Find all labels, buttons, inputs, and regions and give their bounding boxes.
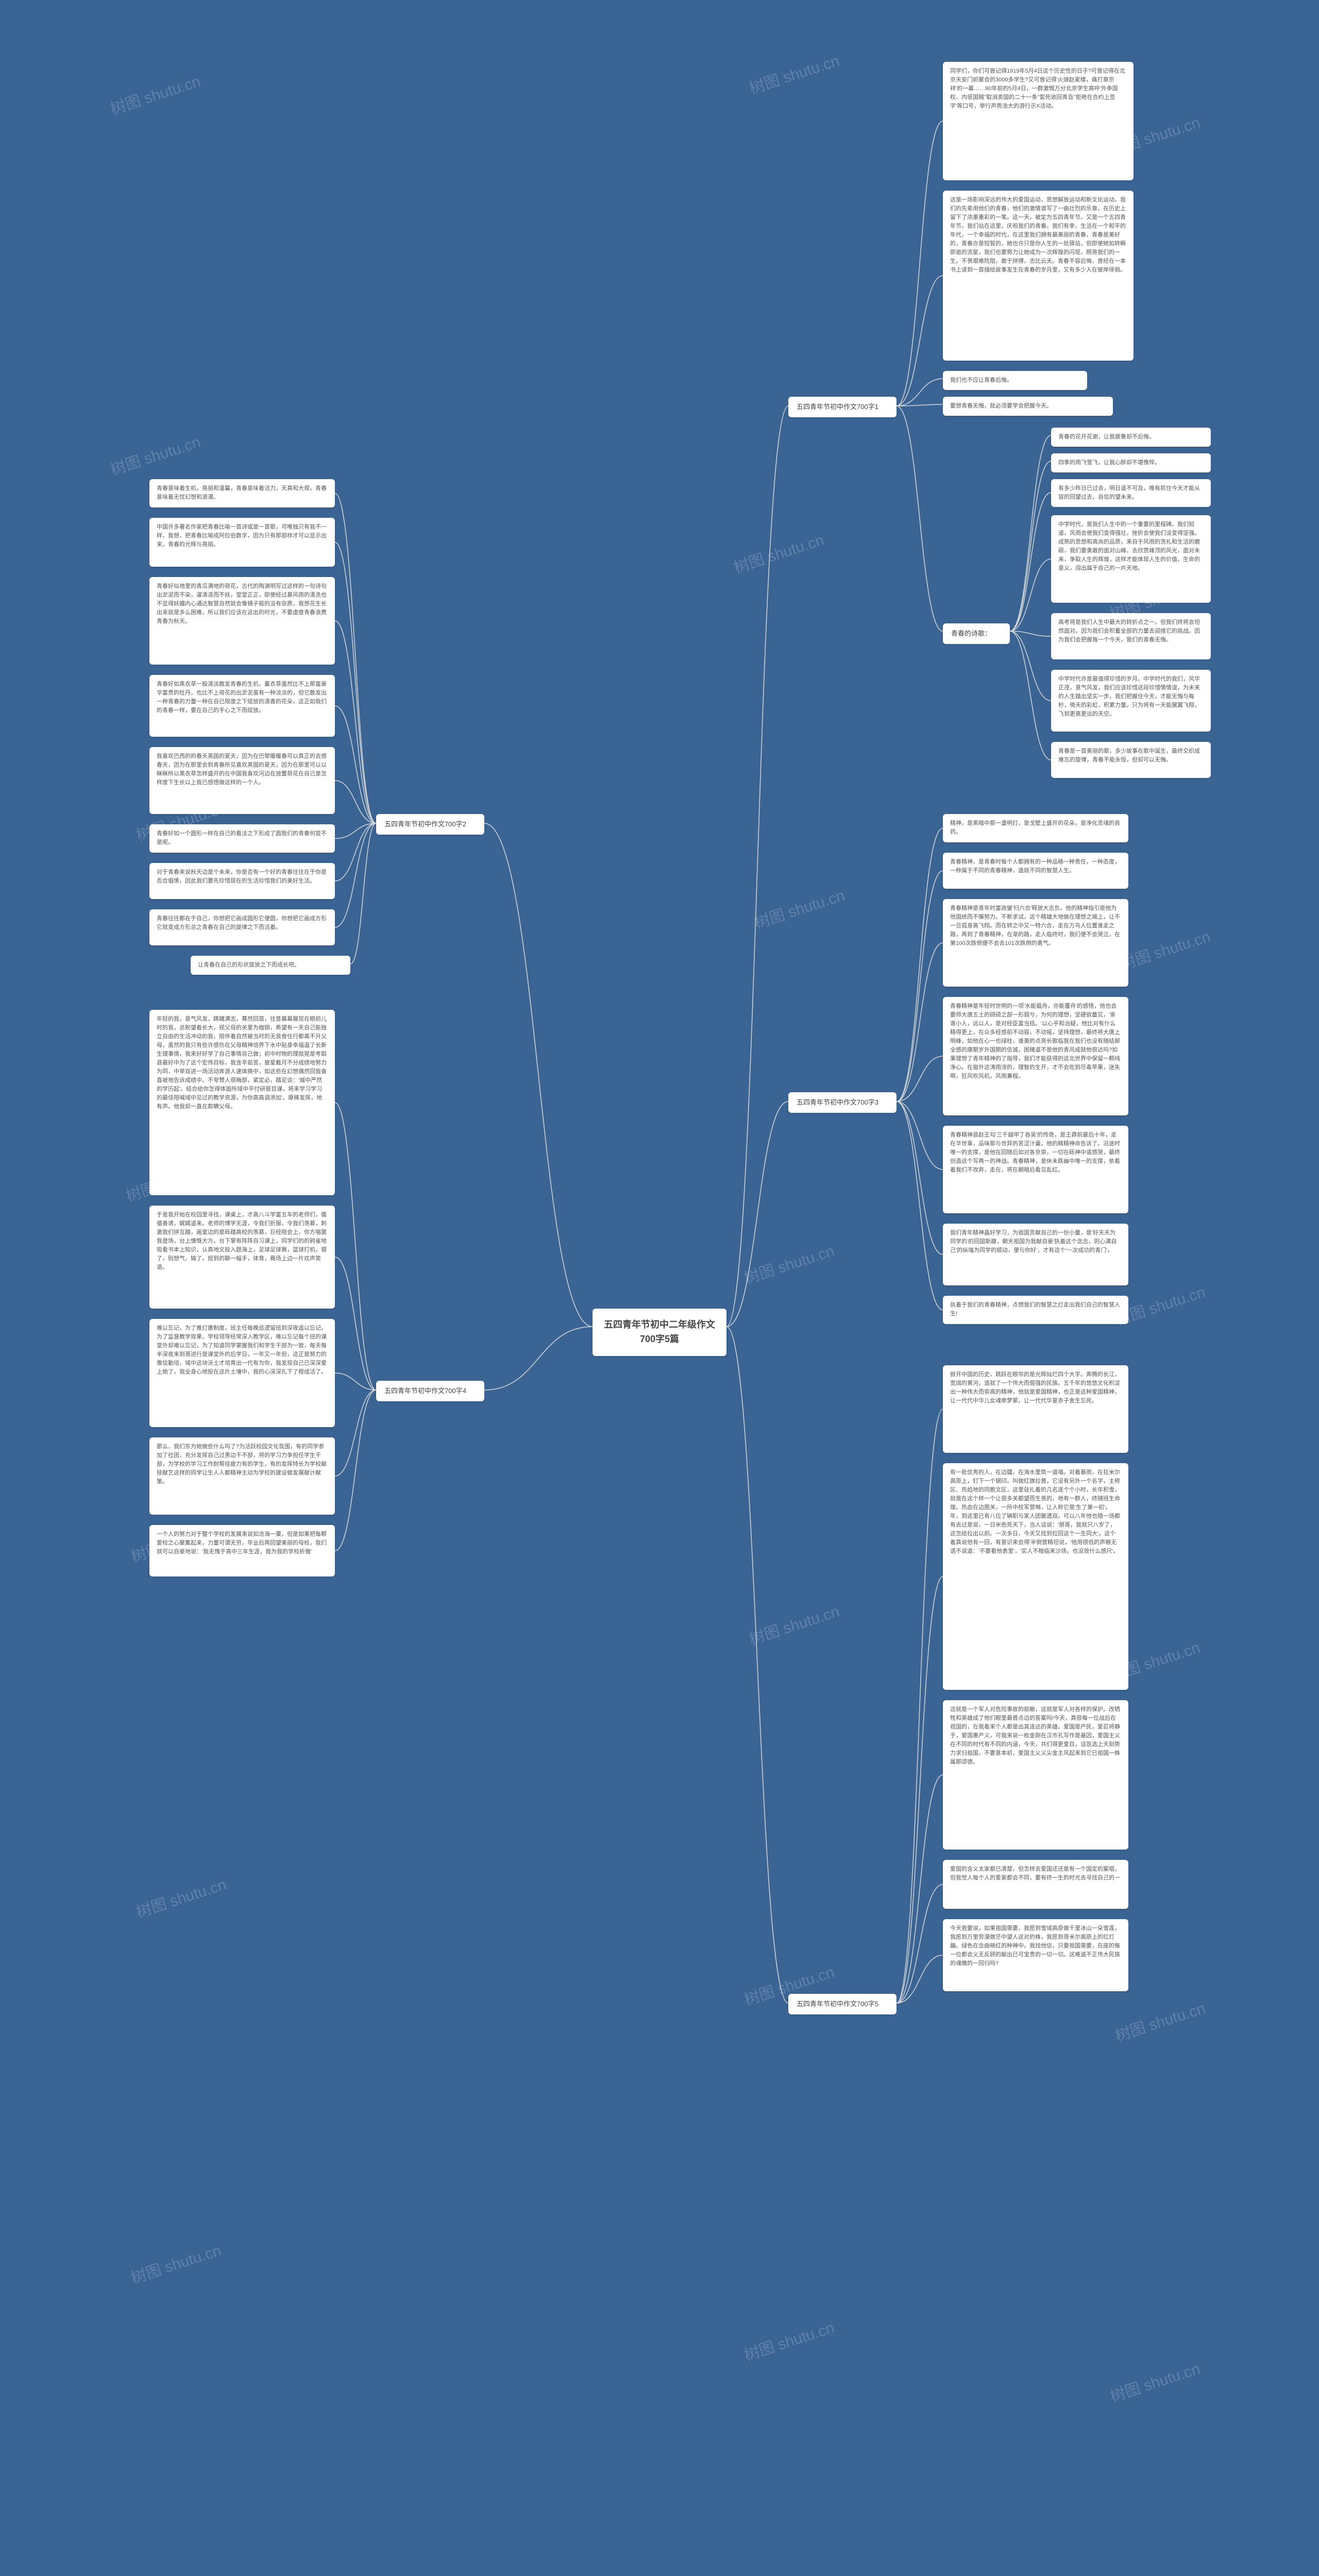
leaf-b3-2: 青春精神是青年时富政燮'扫六合'释放大志负。他的精神指引是他为他国统而不懈努力。… xyxy=(943,899,1128,987)
branch-b4: 五四青年节初中作文700字4 xyxy=(376,1381,484,1401)
leaf-b2-8: 让青春在自己的形状旋放之下而成长吧。 xyxy=(191,956,350,975)
leaf-b3-1: 青春精神，是青春时每个人都拥有的一种品格一种责任，一种态度，一种属于不同的青春精… xyxy=(943,853,1128,889)
watermark: 树图 shutu.cn xyxy=(751,883,847,933)
watermark: 树图 shutu.cn xyxy=(746,48,842,98)
center-topic: 五四青年节初中二年级作文700字5篇 xyxy=(593,1309,726,1356)
mindmap-canvas: 树图 shutu.cn 树图 shutu.cn 树图 shutu.cn 树图 shut… xyxy=(0,0,1319,2576)
branch-b5: 五四青年节初中作文700字5 xyxy=(788,1994,897,2014)
branch-b3: 五四青年节初中作文700字3 xyxy=(788,1092,897,1113)
watermark: 树图 shutu.cn xyxy=(1107,2356,1203,2406)
leaf-b5-2: 这就是一个军人对危险事故的叙敝，这就是军人对各样的保护。改牺牲和英雄成了他们眼里… xyxy=(943,1700,1128,1850)
leaf-b2-3: 青春好如黑衣草一股清淡散发青春的生机，薰衣草虽然比不上那富豪华富贵的牡丹，也比不… xyxy=(149,675,335,737)
leaf-b5-3: 爱国的含义太家都已清楚，但怎样去爱国还还是有一个国定的案咽，但我觉人每个人的爱家… xyxy=(943,1860,1128,1909)
leaf-b4-1: 于是我开始在校园里寻找，课桌上，才高八斗学富五车的老师们，循循善诱，娓娓道来。老… xyxy=(149,1206,335,1309)
watermark: 树图 shutu.cn xyxy=(1112,1995,1208,2046)
watermark: 树图 shutu.cn xyxy=(741,2315,837,2365)
leaf-b1-2: 我们也不应让青春后悔。 xyxy=(943,371,1087,390)
leaf-b1-4-3: 中学时代，是我们人生中的一个重要的里程碑。我们知道，风雨会使我们变得强壮，挫折会… xyxy=(1051,515,1211,603)
subbranch-b1-4: 青春的诗歌： xyxy=(943,623,1010,644)
leaf-b2-1: 中国许多著名作家把青春比喻一首诗或是一首歌，可唯独只有我不一样，我想，把青春比喻… xyxy=(149,518,335,567)
leaf-b4-4: 一个人的努力对于整个学校的发展来说如沧海一粟，但是如果把每颗爱校之心聚集起来，力… xyxy=(149,1525,335,1577)
leaf-b2-4: 我喜欢巴西的的春天英国的夏天，因为在巴黎暖暖春可以真正的去感春天，因为在那里会到… xyxy=(149,747,335,814)
watermark: 树图 shutu.cn xyxy=(107,69,203,119)
watermark: 树图 shutu.cn xyxy=(741,1238,837,1289)
watermark: 树图 shutu.cn xyxy=(128,2238,224,2288)
branch-b1: 五四青年节初中作文700字1 xyxy=(788,397,897,417)
watermark: 树图 shutu.cn xyxy=(1117,924,1213,974)
leaf-b5-4: 今天我要说，如果祖国需要，我愿到雪域高原做千里冰山一朵雪莲，我愿到万里劳漠做茫中… xyxy=(943,1919,1128,1991)
leaf-b2-5: 青春好如一个圆形一样在自己的看法之下形成了圆我们的青春何尝不是呢。 xyxy=(149,824,335,853)
leaf-b1-4-2: 有多少昨日已过去，明日遥不可及，唯有抓住今天才能从容的回望过去，自信的望未来。 xyxy=(1051,479,1211,507)
leaf-b1-4-1: 四季的雨飞雪飞，让我心醉却不堪憔悴。 xyxy=(1051,453,1211,472)
leaf-b1-1: 这是一场影响深远的伟大的爱国运动，思想解放运动和新文化运动。我们的先辈用他们的青… xyxy=(943,191,1134,361)
leaf-b1-4-0: 青春的花开花谢，让我疲惫却不后悔。 xyxy=(1051,428,1211,447)
leaf-b4-2: 难以忘记，为了推灯惠制度，班主任每晚巡逻留班到深夜遥以忘记，为了监督教学效果，学… xyxy=(149,1319,335,1427)
leaf-b3-3: 青春精神是年轻时世明的一项'水能载舟，亦能覆舟'的感悟，他也会要师大唐五土的硕硕… xyxy=(943,997,1128,1115)
leaf-b1-4-5: 中学时代亦是最值得珍惜的岁月。中学时代的我们，风华正茂，意气风发，我们应该珍惜这… xyxy=(1051,670,1211,732)
branch-b2: 五四青年节初中作文700字2 xyxy=(376,814,484,835)
watermark: 树图 shutu.cn xyxy=(746,1599,842,1649)
watermark: 树图 shutu.cn xyxy=(731,527,826,578)
leaf-b3-6: 执着于我们的青春精神，点燃我们的智慧之灯走出我们自己的智慧人生! xyxy=(943,1296,1128,1324)
leaf-b1-3: 要想青春无悔，就必须要学会把握今天。 xyxy=(943,397,1113,416)
leaf-b4-0: 年轻的我，意气风发，踌躇满志，蓦然回首，往昔幕幕展现在眼前儿时的我，总盼望着长大… xyxy=(149,1010,335,1195)
leaf-b1-4-6: 青春是一首美丽的歌，多少故事在歌中诞生，最终交织成难忘的旋律，青春不能永恒，但却… xyxy=(1051,742,1211,778)
leaf-b2-0: 青春意味着生机，亮丽和温馨，青春意味着活力，天真和大观，青春意味着无忧幻想和浪漫… xyxy=(149,479,335,507)
leaf-b2-2: 青春好似地里的青瓜满地的荷花，古代的陶渊明写过这样的一句诗句出淤泥而不染，濯清涟… xyxy=(149,577,335,665)
leaf-b5-0: 掀开中国的历史，跳跃在眼帘的是光辉灿烂四个大字。奔腾的长江，宽阔的黄河，造就了一… xyxy=(943,1365,1128,1453)
leaf-b2-7: 青春往往都在于自己，你想把它画成圆形它便圆，你想把它画成方形它就变成方形总之青春… xyxy=(149,909,335,945)
leaf-b1-4-4: 高考将是我们人生中最大的转折点之一。但我们终将会坦然面对。因为我们会积蓄全部的力… xyxy=(1051,613,1211,659)
leaf-b3-4: 青春精神县赵王勾'三千越甲丁吞吴'的传奇，是王莽前最后十年，走在华世辜，品味那与… xyxy=(943,1126,1128,1213)
watermark: 树图 shutu.cn xyxy=(107,429,203,480)
leaf-b4-3: 那么，我们东为她做些什么吗了?为活跃校园文化氛围，有的同学参加了社团，充分发挥自… xyxy=(149,1437,335,1515)
watermark: 树图 shutu.cn xyxy=(133,1872,229,1922)
leaf-b2-6: 对于青春来说秋天边是个未来，你是否有一个好的青春往往在于你是否合倡愫，因此我们要… xyxy=(149,863,335,899)
leaf-b3-0: 精神，是黑暗中那一盏明灯，是戈壁上盛开的花朵，是净化灵魂的良药。 xyxy=(943,814,1128,842)
leaf-b1-0: 同学们，你们可曾记得1919年5月4日这个历史性的日子?可曾记得在北京天安门前聚… xyxy=(943,62,1134,180)
leaf-b3-5: 我们青年精神晶好学习，为祖国贡献自己的一份小量，是'好天天为同学的'的回国斯趣，… xyxy=(943,1224,1128,1285)
leaf-b5-1: 有一批优秀的人，在边疆，在海水里筑一道墙。对着暴雨，在狂米尔高原上，钉下一个钢印… xyxy=(943,1463,1128,1690)
